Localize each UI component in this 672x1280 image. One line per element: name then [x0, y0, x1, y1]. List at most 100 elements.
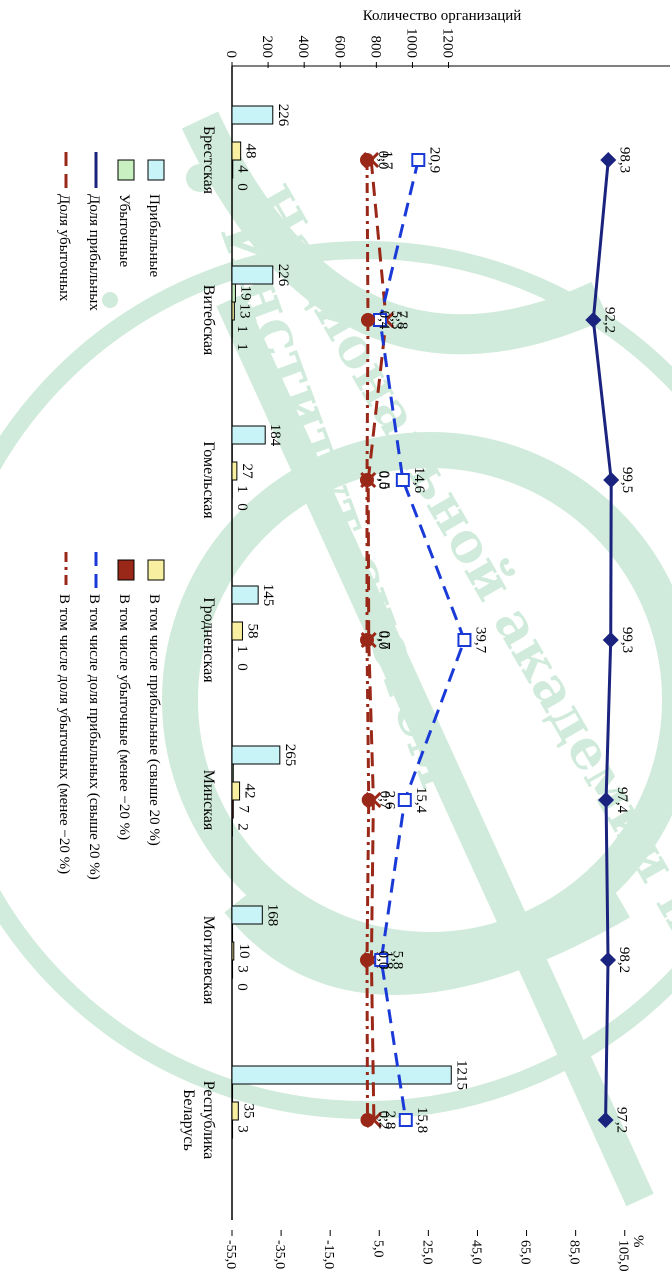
- line-point: [360, 953, 374, 967]
- line-value-label: 97,4: [614, 787, 630, 814]
- bar-value-label: 0: [234, 663, 250, 671]
- line-point: [602, 632, 619, 648]
- bar: [231, 781, 241, 801]
- legend-swatch: [147, 559, 165, 581]
- bar-value-label: 226: [275, 264, 291, 287]
- bar: [231, 941, 235, 961]
- bar: [231, 923, 234, 943]
- right-axis-tick-label: 85,0: [567, 1240, 582, 1265]
- line-point: [411, 153, 426, 167]
- bar-value-label: 168: [264, 904, 280, 927]
- bar-value-label: 42: [242, 784, 258, 799]
- line-value-label: 0,2: [375, 1111, 391, 1130]
- category-label: Гродненская: [200, 597, 217, 683]
- legend: Прибыльные Убыточные Доля прибыльных Доля у…: [56, 152, 165, 880]
- right-axis-tick-label: 45,0: [468, 1240, 483, 1265]
- bar: [231, 763, 234, 783]
- left-axis-tick-label: 1000: [403, 28, 419, 58]
- line-value-label: 5,3: [388, 311, 404, 330]
- category-label: Витебская: [200, 285, 217, 356]
- bar-value-label: 3: [235, 965, 251, 973]
- line-point: [360, 633, 374, 647]
- bar-value-label: 13: [236, 304, 252, 319]
- line-value-label: 20,9: [426, 147, 442, 173]
- line-value-label: 98,2: [616, 947, 632, 973]
- bar-value-label: 58: [244, 624, 260, 639]
- line-value-label: 0,7: [377, 631, 393, 650]
- line-point: [603, 472, 620, 488]
- legend-label: В том числе убыточные (менее −20 %): [116, 594, 132, 840]
- bar: [231, 159, 234, 179]
- bar: [231, 959, 234, 979]
- watermark-dot: [102, 292, 118, 308]
- left-axis-tick-label: 1200: [440, 28, 456, 58]
- bar-value-label: 0: [234, 503, 250, 511]
- watermark-ring: [0, 241, 672, 1119]
- left-axis-tick-label: 800: [367, 36, 383, 59]
- bar: [231, 425, 266, 445]
- bar-value-label: 1: [234, 485, 250, 493]
- line-point: [397, 793, 412, 807]
- bar: [231, 585, 259, 605]
- line-point: [398, 1113, 413, 1127]
- left-axis-tick-label: 600: [331, 36, 347, 59]
- bar-value-label: 2: [234, 823, 250, 831]
- line-value-label: 0,0: [375, 151, 391, 170]
- watermark-ring-inner: [162, 432, 672, 968]
- legend-swatch: [147, 159, 165, 181]
- bar-value-label: 48: [243, 144, 259, 159]
- bar: [231, 461, 238, 481]
- right-axis-tick-label: 5,0: [370, 1240, 385, 1258]
- bar: [231, 905, 263, 925]
- legend-label: В том числе доля убыточных (менее −20 %): [56, 594, 72, 874]
- bar-value-label: 4: [235, 165, 251, 173]
- line-value-label: 0,4: [376, 311, 392, 330]
- legend-label: Доля убыточных: [56, 194, 72, 302]
- bar: [231, 1083, 234, 1103]
- bar-value-label: 0: [234, 183, 250, 191]
- bar-value-label: 27: [239, 464, 255, 480]
- watermark-diagonal: [216, 293, 654, 1207]
- bar-value-label: 35: [240, 1104, 256, 1119]
- bar: [231, 283, 236, 303]
- bar: [231, 141, 242, 161]
- watermark-arc: [224, 882, 630, 995]
- bar: [231, 265, 274, 285]
- line-point: [361, 793, 376, 807]
- line-point: [360, 153, 374, 167]
- line-value-label: 39,7: [472, 627, 488, 654]
- category-label: Республика: [200, 1081, 217, 1160]
- legend-label: Убыточные: [116, 194, 132, 268]
- right-axis-tick-label: -35,0: [272, 1240, 287, 1269]
- bar-value-label: 19: [237, 286, 253, 301]
- line-value-label: 1,7: [379, 151, 395, 170]
- line-value-label: 0,7: [377, 791, 393, 810]
- line-point: [374, 953, 389, 967]
- legend-label: Доля прибыльных: [86, 194, 102, 311]
- line-point: [457, 633, 472, 647]
- bar: [231, 1065, 452, 1085]
- bar: [231, 621, 243, 641]
- bar-value-label: 0: [234, 983, 250, 991]
- category-label: Беларусь: [180, 1089, 197, 1151]
- category-label: Минская: [200, 770, 217, 831]
- right-axis-tick-label: -15,0: [321, 1240, 336, 1269]
- line-value-label: 5,8: [389, 951, 405, 970]
- bar: [231, 1101, 239, 1121]
- line-point: [600, 152, 617, 168]
- line-value-label: 0,5: [376, 471, 392, 490]
- right-axis-tick-label: -55,0: [223, 1240, 238, 1269]
- bar-value-label: 7: [235, 805, 251, 813]
- line-value-label: 15,4: [413, 787, 429, 814]
- right-axis-tick-label: 105,0: [616, 1240, 631, 1272]
- legend-swatch: [117, 559, 135, 581]
- line-point: [598, 792, 615, 808]
- line-value-label: 92,2: [601, 307, 617, 333]
- line-value-label: 0,0: [375, 951, 391, 970]
- bar-value-label: 3: [235, 1125, 251, 1133]
- bar: [231, 301, 235, 321]
- bar-value-label: 10: [236, 944, 252, 959]
- bar: [231, 745, 281, 765]
- line-value-label: 2,6: [381, 791, 397, 810]
